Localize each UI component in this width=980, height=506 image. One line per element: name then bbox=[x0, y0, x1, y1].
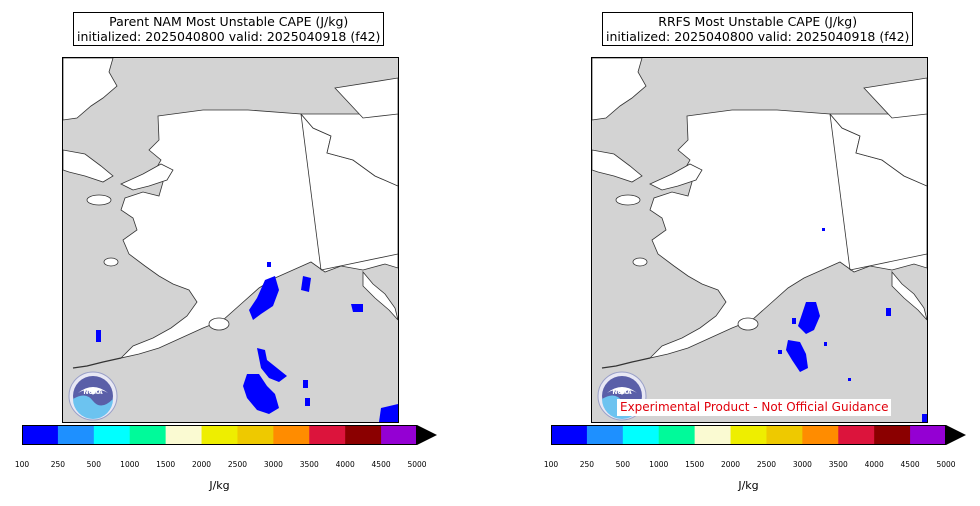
cape-contours bbox=[778, 228, 927, 422]
cape-contours bbox=[96, 262, 398, 422]
panhandle-islands bbox=[362, 270, 398, 321]
colorbar-segment bbox=[694, 425, 732, 445]
colorbar-tick-label: 250 bbox=[579, 460, 595, 469]
colorbar-tick-label: 2000 bbox=[191, 460, 212, 469]
colorbar-tick-label: 1500 bbox=[156, 460, 176, 469]
colorbar-tick-label: 1000 bbox=[649, 460, 669, 469]
us-canada-border bbox=[829, 113, 851, 271]
colorbar-tick-label: 2000 bbox=[720, 460, 741, 469]
seward-peninsula bbox=[120, 163, 174, 191]
panhandle-border bbox=[849, 253, 927, 271]
colorbar-tick-label: 100 bbox=[14, 460, 30, 469]
noaa-logo-icon: NOAA bbox=[68, 371, 118, 421]
cape-map: NOAA bbox=[62, 57, 399, 423]
colorbar-tick-label: 5000 bbox=[936, 460, 956, 469]
colorbar-segment bbox=[165, 425, 203, 445]
colorbar-segment bbox=[838, 425, 875, 445]
noaa-logo-text: NOAA bbox=[83, 389, 103, 396]
kodiak-island bbox=[208, 317, 230, 331]
cape-map: NOAA Experimental Product - Not Official… bbox=[591, 57, 928, 423]
alaska-map-graphic bbox=[63, 58, 398, 422]
colorbar-segment bbox=[129, 425, 167, 445]
panel-nam: Parent NAM Most Unstable CAPE (J/kg) ini… bbox=[15, 12, 437, 492]
kodiak-island bbox=[737, 317, 759, 331]
colorbar-tick-label: 4000 bbox=[864, 460, 884, 469]
experimental-disclaimer: Experimental Product - Not Official Guid… bbox=[617, 399, 892, 416]
colorbar-segment bbox=[273, 425, 310, 445]
colorbar bbox=[22, 425, 437, 445]
panhandle-islands bbox=[891, 270, 927, 321]
colorbar-tick-label: 1000 bbox=[120, 460, 140, 469]
nunivak-island bbox=[103, 257, 119, 267]
nunivak-island bbox=[632, 257, 648, 267]
colorbar-tick-label: 500 bbox=[615, 460, 630, 469]
chukotka bbox=[592, 149, 643, 183]
noaa-logo-text: NOAA bbox=[612, 389, 632, 396]
chukotka bbox=[63, 149, 114, 183]
aleutian-islands bbox=[601, 357, 651, 369]
colorbar-segment bbox=[766, 425, 803, 445]
colorbar-segment bbox=[345, 425, 382, 445]
colorbar-segment bbox=[93, 425, 131, 445]
panhandle-border bbox=[320, 253, 398, 271]
colorbar-tick-label: 2500 bbox=[227, 460, 247, 469]
colorbar-extend-arrow bbox=[417, 425, 437, 445]
colorbar-tick-label: 3000 bbox=[263, 460, 283, 469]
colorbar-segment bbox=[658, 425, 696, 445]
map-title: Parent NAM Most Unstable CAPE (J/kg) bbox=[109, 14, 349, 29]
colorbar bbox=[551, 425, 966, 445]
seward-peninsula bbox=[649, 163, 703, 191]
canada-landmass bbox=[300, 113, 398, 187]
alaska-map-graphic bbox=[592, 58, 927, 422]
colorbar-tick-label: 4500 bbox=[371, 460, 391, 469]
colorbar-extend-arrow bbox=[946, 425, 966, 445]
map-subtitle: initialized: 2025040800 valid: 202504091… bbox=[606, 29, 910, 44]
siberia-landmass bbox=[592, 58, 647, 121]
map-title: RRFS Most Unstable CAPE (J/kg) bbox=[658, 14, 858, 29]
colorbar-unit-label: J/kg bbox=[209, 479, 230, 492]
colorbar-tick-label: 250 bbox=[50, 460, 66, 469]
colorbar-segment bbox=[22, 425, 59, 445]
canada-region bbox=[334, 77, 398, 119]
colorbar-tick-label: 5000 bbox=[407, 460, 427, 469]
colorbar-segment bbox=[551, 425, 588, 445]
map-title-box: Parent NAM Most Unstable CAPE (J/kg) ini… bbox=[73, 12, 385, 46]
colorbar-ticks: 100 250 500 1000 1500 2000 2500 3000 3500 4000 450… bbox=[544, 460, 956, 472]
colorbar-tick-label: 1500 bbox=[685, 460, 705, 469]
colorbar-segment bbox=[802, 425, 839, 445]
colorbar-segment bbox=[910, 425, 947, 445]
colorbar-segment bbox=[874, 425, 911, 445]
colorbar-segment bbox=[381, 425, 418, 445]
colorbar-tick-label: 2500 bbox=[756, 460, 776, 469]
canada-landmass bbox=[829, 113, 927, 187]
canada-region bbox=[863, 77, 927, 119]
colorbar-frame bbox=[22, 425, 417, 445]
st-lawrence-island bbox=[86, 194, 112, 206]
colorbar-tick-label: 4500 bbox=[900, 460, 920, 469]
colorbar-tick-label: 3500 bbox=[828, 460, 848, 469]
colorbar-segment bbox=[237, 425, 274, 445]
colorbar-tick-label: 100 bbox=[543, 460, 559, 469]
colorbar-segment bbox=[201, 425, 238, 445]
st-lawrence-island bbox=[615, 194, 641, 206]
aleutian-islands bbox=[72, 357, 122, 369]
colorbar-segment bbox=[730, 425, 767, 445]
map-title-box: RRFS Most Unstable CAPE (J/kg) initializ… bbox=[602, 12, 914, 46]
siberia-landmass bbox=[63, 58, 118, 121]
panel-rrfs: RRFS Most Unstable CAPE (J/kg) initializ… bbox=[529, 0, 980, 506]
colorbar-tick-label: 3500 bbox=[299, 460, 319, 469]
colorbar-ticks: 100 250 500 1000 1500 2000 2500 3000 3500 4000 450… bbox=[15, 460, 427, 472]
colorbar-segment bbox=[586, 425, 624, 445]
colorbar-unit-label: J/kg bbox=[738, 479, 759, 492]
colorbar-tick-label: 3000 bbox=[792, 460, 812, 469]
colorbar-tick-label: 500 bbox=[86, 460, 101, 469]
colorbar-tick-label: 4000 bbox=[335, 460, 355, 469]
colorbar-segment bbox=[57, 425, 95, 445]
colorbar-frame bbox=[551, 425, 946, 445]
noaa-logo: NOAA bbox=[68, 371, 118, 421]
map-subtitle: initialized: 2025040800 valid: 202504091… bbox=[77, 29, 381, 44]
colorbar-segment bbox=[622, 425, 660, 445]
us-canada-border bbox=[300, 113, 322, 271]
colorbar-segment bbox=[309, 425, 346, 445]
